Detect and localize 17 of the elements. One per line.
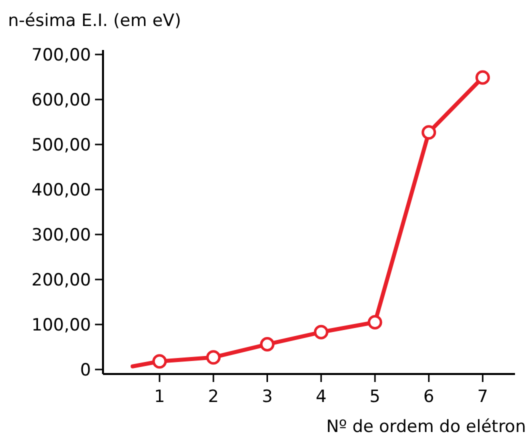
y-tick-label: 400,00 xyxy=(32,180,91,200)
x-axis-title: Nº de ordem do elétron xyxy=(326,417,526,437)
x-tick-label: 2 xyxy=(208,387,219,407)
y-tick-label: 100,00 xyxy=(32,315,91,336)
y-tick-label: 0 xyxy=(80,360,91,380)
x-tick-label: 1 xyxy=(154,387,165,407)
y-tick-label: 300,00 xyxy=(32,225,91,246)
x-tick-label: 7 xyxy=(477,387,488,407)
y-axis-title: n-ésima E.I. (em eV) xyxy=(8,11,182,31)
x-tick-label: 6 xyxy=(423,387,434,407)
y-tick-label: 500,00 xyxy=(32,135,91,156)
x-tick-label: 3 xyxy=(262,387,273,407)
y-tick-label: 200,00 xyxy=(32,270,91,290)
x-tick-label: 5 xyxy=(370,387,380,407)
x-tick-label: 4 xyxy=(316,387,327,407)
y-tick-label: 600,00 xyxy=(32,90,91,110)
y-tick-label: 700,00 xyxy=(32,45,91,66)
